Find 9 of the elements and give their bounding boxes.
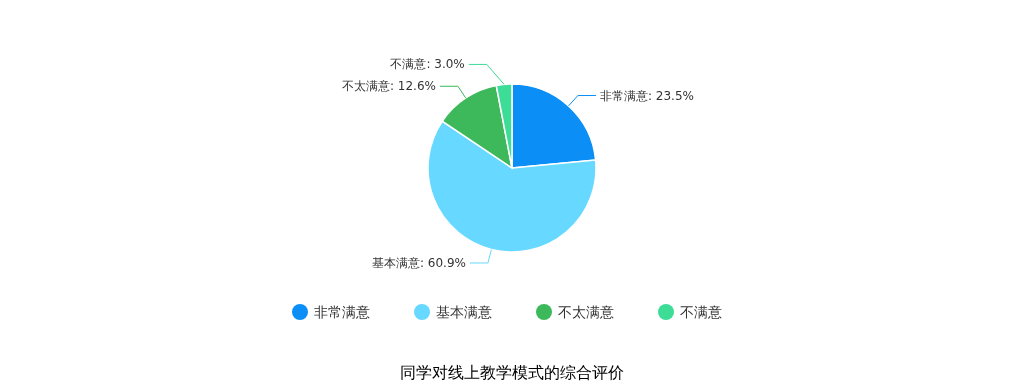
legend-label: 不满意	[680, 304, 722, 320]
data-label: 非常满意: 23.5%	[599, 88, 694, 103]
legend-label: 基本满意	[436, 304, 492, 320]
legend-label: 不太满意	[558, 304, 614, 320]
data-label: 不满意: 3.0%	[390, 57, 465, 72]
data-label: 基本满意: 60.9%	[371, 256, 466, 270]
data-label: 不太满意: 12.6%	[341, 79, 436, 94]
text: 同学对线上教学模式的综合评价	[400, 364, 624, 381]
legend-label: 非常满意	[314, 304, 370, 320]
